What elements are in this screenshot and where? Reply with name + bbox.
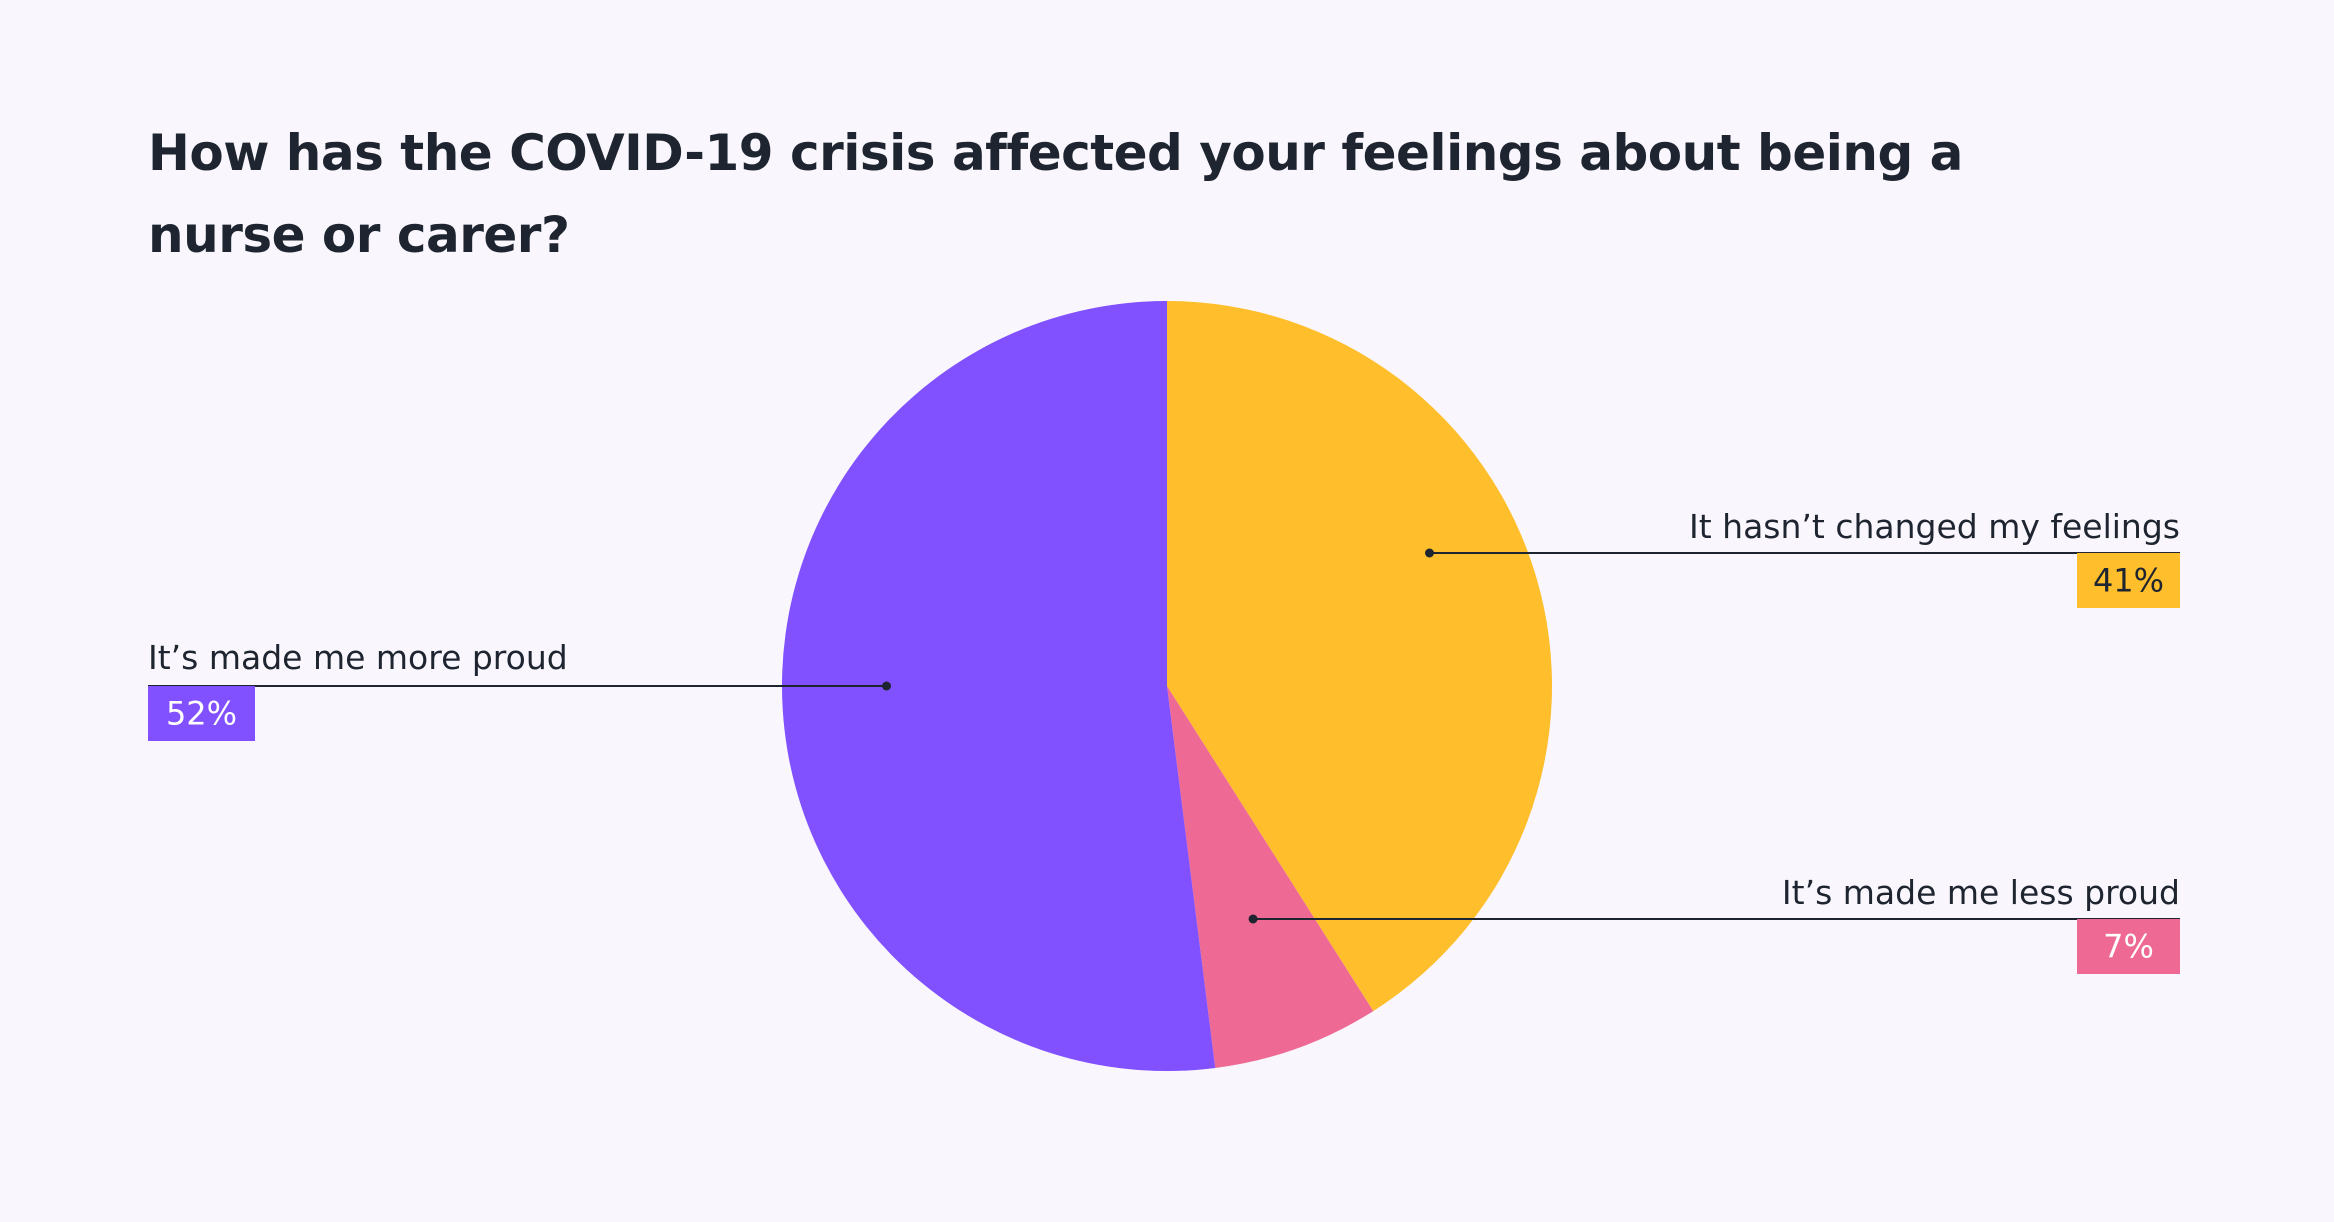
- pie-labels: It hasn’t changed my feelings 41% It’s mad…: [148, 507, 2180, 974]
- slice-percentage: 41%: [2093, 562, 2164, 600]
- slice-percentage: 52%: [166, 695, 237, 733]
- leader-dot: [1248, 914, 1258, 924]
- percentage-badge: [2077, 919, 2180, 974]
- pie-slice-its-made-me-more-proud: [781, 301, 1216, 1071]
- pie-slices: [781, 301, 1552, 1071]
- leader-dot: [1424, 548, 1434, 558]
- slice-label: It’s made me more proud: [148, 638, 568, 677]
- percentage-badge: [148, 686, 255, 741]
- slice-label: It’s made me less proud: [1782, 873, 2180, 912]
- slice-label: It hasn’t changed my feelings: [1689, 507, 2180, 546]
- percentage-badge: [2077, 553, 2180, 608]
- slice-percentage: 7%: [2103, 928, 2154, 966]
- chart-title: How has the COVID-19 crisis affected you…: [148, 124, 1963, 264]
- pie-slice-its-made-me-less-proud: [1167, 686, 1374, 1068]
- leader-dot: [882, 681, 892, 691]
- pie-slice-it-hasnt-changed-my-feelings: [1167, 301, 1552, 1012]
